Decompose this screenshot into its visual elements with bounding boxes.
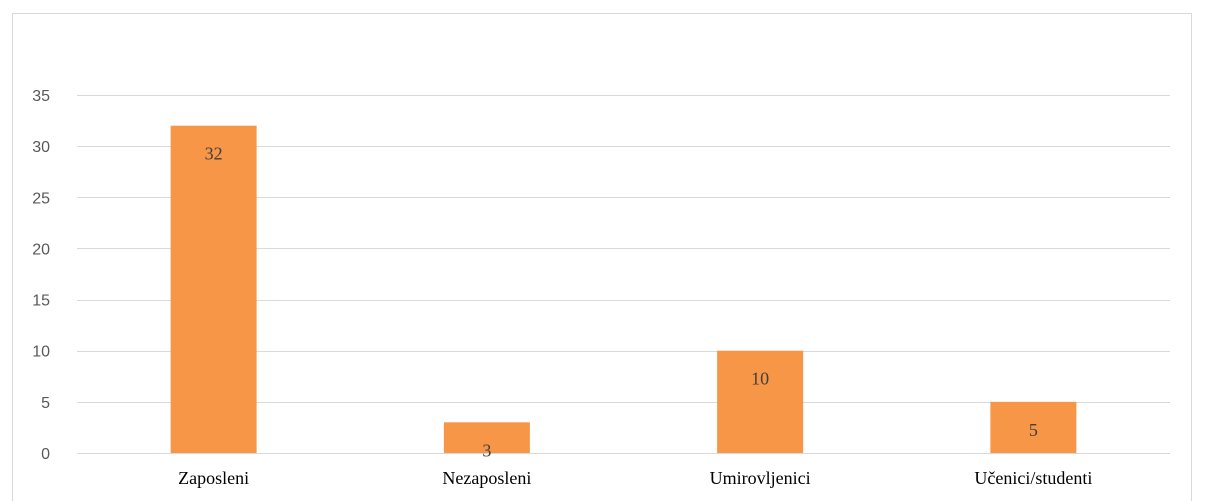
- bar-3: [990, 401, 1077, 453]
- y-axis-tick-labels: 0 5 10 15 20 25 30 35: [32, 88, 50, 463]
- data-label: 10: [751, 369, 769, 389]
- bar-1: [443, 422, 530, 453]
- x-tick-label: Nezaposleni: [442, 468, 531, 488]
- y-tick-label: 15: [32, 293, 50, 310]
- y-tick-label: 25: [32, 190, 50, 207]
- x-tick-label: Učenici/studenti: [974, 468, 1092, 488]
- bar-2: [717, 350, 804, 453]
- y-tick-label: 35: [32, 88, 50, 105]
- y-tick-label: 0: [41, 446, 50, 463]
- data-label: 32: [205, 144, 223, 164]
- bars: [170, 125, 1077, 453]
- x-axis-tick-labels: Zaposleni Nezaposleni Umirovljenici Učenici…: [178, 468, 1092, 488]
- y-tick-label: 20: [32, 241, 50, 258]
- data-label: 5: [1029, 420, 1038, 440]
- gridlines: [77, 95, 1170, 454]
- y-tick-label: 5: [41, 395, 50, 412]
- y-tick-label: 10: [32, 344, 50, 361]
- y-tick-label: 30: [32, 139, 50, 156]
- data-labels: 32 3 10 5: [205, 144, 1038, 461]
- data-label: 3: [482, 440, 491, 460]
- x-tick-label: Umirovljenici: [710, 468, 811, 488]
- bar-0: [170, 125, 257, 453]
- x-tick-label: Zaposleni: [178, 468, 249, 488]
